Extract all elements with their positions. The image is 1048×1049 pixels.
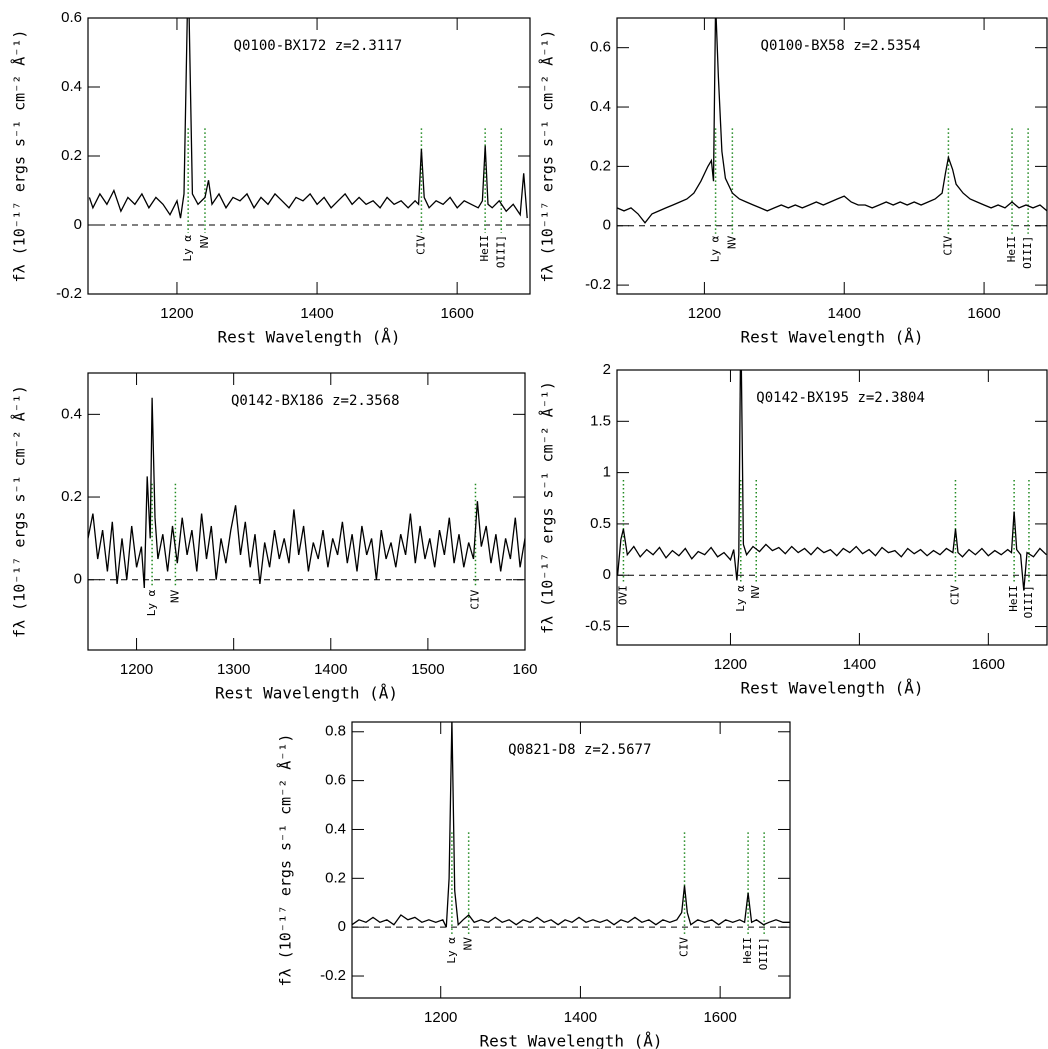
line-label: Ly α [145,589,158,616]
line-label: OIII] [757,937,770,970]
line-label: NV [168,589,181,603]
line-label: Ly α [734,585,747,612]
chart-title: Q0100-BX58 z=2.5354 [761,38,921,54]
y-tick-label: 1 [603,464,611,481]
x-tick-label: 1400 [564,1009,597,1026]
y-tick-label: 0 [603,566,611,583]
y-tick-label: -0.2 [56,285,82,302]
y-tick-label: 0 [74,571,82,588]
y-tick-label: 0.4 [590,98,611,115]
line-label: CIV [941,235,954,255]
line-label: OIII] [1022,585,1035,618]
y-tick-label: -0.2 [585,276,611,293]
y-axis-label: fλ (10⁻¹⁷ ergs s⁻¹ cm⁻² Å⁻¹) [538,381,557,634]
x-axis-label: Rest Wavelength (Å) [479,1032,662,1049]
x-axis-label: Rest Wavelength (Å) [215,684,398,703]
plot-frame [616,17,1048,295]
x-tick-label: 1200 [714,656,747,673]
chart-title: Q0142-BX186 z=2.3568 [231,393,400,409]
line-label: OVI [616,585,629,605]
y-tick-label: 0.4 [325,820,346,837]
y-tick-label: 0.2 [61,147,82,164]
line-label: CIV [414,235,427,255]
y-tick-label: 0.6 [61,9,82,26]
line-label: Ly α [181,235,194,262]
line-label: OIII] [494,235,507,268]
y-tick-label: 2 [603,361,611,378]
x-tick-label: 1600 [703,1009,736,1026]
y-tick-label: 0.8 [325,723,346,740]
y-tick-label: 0.2 [590,157,611,174]
line-label: HeII [1007,585,1020,612]
line-label: NV [198,235,211,249]
line-label: NV [725,235,738,249]
line-label: NV [462,937,475,951]
x-axis-label: Rest Wavelength (Å) [740,328,923,347]
y-tick-label: 0 [338,918,346,935]
y-tick-label: -0.5 [585,617,611,634]
x-tick-label: 1400 [300,305,333,322]
x-tick-label: 1200 [120,661,153,678]
x-axis-label: Rest Wavelength (Å) [217,328,400,347]
y-axis-label: fλ (10⁻¹⁷ ergs s⁻¹ cm⁻² Å⁻¹) [538,30,557,283]
spectrum [88,18,528,219]
chart-title: Q0142-BX195 z=2.3804 [756,390,925,406]
x-tick-label: 1200 [424,1009,457,1026]
y-tick-label: -0.2 [320,967,346,984]
y-tick-label: 0.6 [325,772,346,789]
y-axis-label: fλ (10⁻¹⁷ ergs s⁻¹ cm⁻² Å⁻¹) [276,734,295,987]
spectrum [352,722,790,928]
line-label: HeII [1005,236,1018,263]
x-tick-label: 1400 [828,305,861,322]
plot-frame [351,721,791,999]
line-label: HeII [478,235,491,262]
y-tick-label: 0.2 [61,488,82,505]
x-tick-label: 1400 [314,661,347,678]
x-tick-label: 1400 [843,656,876,673]
x-tick-label: 1600 [972,656,1005,673]
x-tick-label: 1200 [160,305,193,322]
line-label: Ly α [709,235,722,262]
y-axis-label: fλ (10⁻¹⁷ ergs s⁻¹ cm⁻² Å⁻¹) [10,30,29,283]
plot-frame [87,17,531,295]
x-tick-label: 1600 [967,305,1000,322]
line-label: NV [749,585,762,599]
line-label: Ly α [445,937,458,964]
line-label: OIII] [1021,236,1034,269]
x-tick-label: 160 [512,661,537,678]
y-tick-label: 0 [603,217,611,234]
y-tick-label: 0.2 [325,869,346,886]
x-tick-label: 1600 [440,305,473,322]
y-tick-label: 0.4 [61,78,82,95]
x-axis-label: Rest Wavelength (Å) [740,679,923,698]
spectrum [617,18,1047,224]
plot-frame [87,372,526,651]
chart-title: Q0821-D8 z=2.5677 [508,742,651,758]
line-label: CIV [678,937,691,957]
x-tick-label: 1300 [217,661,250,678]
spectrum [88,397,525,589]
line-label: CIV [468,589,481,609]
spectrum [617,370,1047,591]
plot-frame [616,369,1048,646]
y-axis-label: fλ (10⁻¹⁷ ergs s⁻¹ cm⁻² Å⁻¹) [10,385,29,638]
y-tick-label: 0.6 [590,39,611,56]
y-tick-label: 1.5 [590,412,611,429]
y-tick-label: 0.4 [61,405,82,422]
y-tick-label: 0 [74,216,82,233]
y-tick-label: 0.5 [590,515,611,532]
line-label: HeII [741,937,754,964]
line-label: CIV [948,585,961,605]
x-tick-label: 1500 [411,661,444,678]
chart-title: Q0100-BX172 z=2.3117 [234,38,403,54]
x-tick-label: 1200 [688,305,721,322]
